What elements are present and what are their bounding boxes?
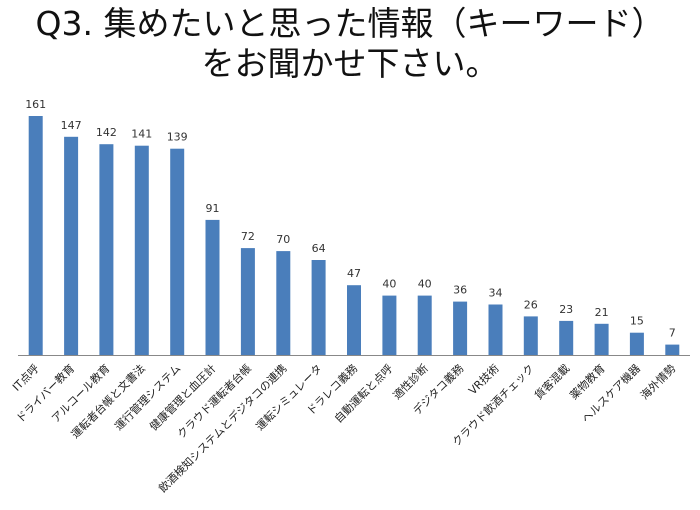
- bar-10: [347, 285, 361, 355]
- value-label-17: 21: [595, 306, 609, 319]
- value-label-14: 34: [489, 287, 503, 300]
- category-label-19: 海外情勢: [637, 361, 678, 402]
- value-label-6: 91: [206, 202, 220, 215]
- category-labels-group: IT点呼ドライバー教育アルコール教育運転者台帳と文書法運行管理システム健康管理と…: [10, 361, 678, 495]
- bars-group: [28, 116, 680, 355]
- category-label-1: IT点呼: [10, 362, 42, 394]
- bar-16: [559, 320, 574, 355]
- bar-7: [240, 248, 255, 355]
- category-label-5: 運行管理システム: [111, 361, 183, 433]
- value-label-11: 40: [382, 278, 396, 291]
- bar-12: [417, 295, 432, 355]
- category-label-6: 健康管理と血圧計: [146, 361, 218, 433]
- value-labels-group: 161 147 142 141 139 91 72 70 64 47 40 40 36 34 26 23 21 1…: [25, 98, 676, 340]
- value-label-12: 40: [418, 278, 432, 291]
- value-label-2: 147: [61, 119, 82, 132]
- value-label-19: 7: [669, 327, 676, 340]
- bar-2: [64, 136, 79, 355]
- bar-15: [523, 316, 538, 355]
- value-label-16: 23: [559, 303, 573, 316]
- bar-11: [382, 295, 397, 355]
- bar-17: [594, 323, 609, 355]
- category-label-8: 飲酒検知システムとデジタコの連携: [155, 361, 289, 495]
- bar-18: [629, 332, 644, 355]
- value-label-7: 72: [241, 230, 255, 243]
- value-label-9: 64: [312, 242, 326, 255]
- value-label-10: 47: [347, 267, 361, 280]
- value-label-3: 142: [96, 126, 117, 139]
- chart-title-line2: をお聞かせ下さい。: [201, 44, 499, 83]
- value-label-8: 70: [276, 233, 290, 246]
- bar-3: [99, 144, 114, 355]
- bar-1: [28, 116, 43, 355]
- value-label-4: 141: [131, 128, 152, 141]
- value-label-18: 15: [630, 315, 644, 328]
- category-label-16: 貨客混載: [531, 361, 572, 402]
- bar-8: [276, 251, 291, 355]
- bar-9: [311, 260, 326, 355]
- value-label-1: 161: [25, 98, 46, 111]
- value-label-5: 139: [167, 131, 188, 144]
- value-label-15: 26: [524, 298, 538, 311]
- chart-title-line1: Q3. 集めたいと思った情報（キーワード）: [35, 4, 665, 43]
- bar-6: [205, 219, 220, 355]
- bar-13: [453, 301, 468, 355]
- bar-4: [134, 145, 149, 355]
- bar-5: [170, 148, 185, 355]
- bar-19: [665, 344, 680, 355]
- value-label-13: 36: [453, 284, 467, 297]
- bar-14: [488, 304, 503, 355]
